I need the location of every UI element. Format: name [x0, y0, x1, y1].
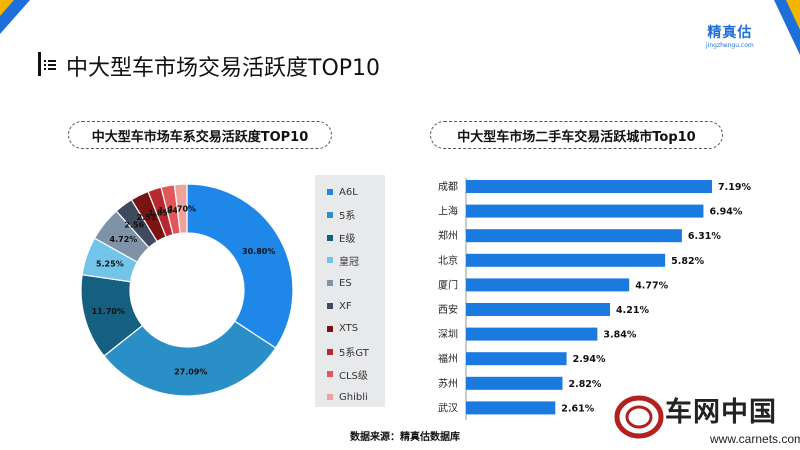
donut-label-7: 1.85% [148, 208, 176, 217]
bar-value-label-9: 2.61% [561, 403, 594, 414]
list-icon [38, 52, 58, 76]
donut-slice-0 [186, 183, 294, 349]
brand-logo: 精真估 jingzhengu.com [706, 22, 754, 49]
bar-9 [466, 401, 556, 415]
donut-chart-title: 中大型车市场车系交易活跃度TOP10 [68, 121, 332, 149]
bar-value-label-4: 4.77% [635, 280, 668, 291]
bar-7 [466, 352, 567, 366]
donut-label-8: 1.84% [158, 206, 186, 215]
legend-label-2: E级 [339, 234, 356, 246]
bar-value-label-3: 5.82% [671, 256, 704, 267]
donut-label-2: 11.70% [92, 307, 125, 316]
legend-swatch-6 [327, 325, 333, 332]
legend-swatch-9 [327, 394, 333, 401]
bar-2 [466, 229, 682, 243]
brand-subtitle: jingzhengu.com [706, 42, 754, 49]
donut-label-9: 1.70% [168, 205, 196, 214]
donut-label-6: 2.51% [137, 213, 165, 222]
bar-category-4: 厦门 [438, 278, 458, 291]
bar-value-label-5: 4.21% [616, 305, 649, 316]
brand-name: 精真估 [707, 25, 753, 41]
bar-category-5: 西安 [438, 303, 458, 316]
legend-item-0: A6L [327, 185, 358, 199]
legend-item-7: 5系GT [327, 345, 369, 359]
bar-value-label-7: 2.94% [573, 354, 606, 365]
legend-item-9: Ghibli [327, 390, 368, 404]
bar-category-0: 成都 [438, 181, 458, 193]
watermark-url: www.carnets.com [710, 432, 800, 446]
legend-swatch-8 [327, 371, 333, 378]
legend-swatch-3 [327, 257, 333, 264]
donut-label-0: 30.80% [242, 247, 275, 256]
legend-swatch-4 [327, 280, 333, 287]
bar-chart-title: 中大型车市场二手车交易活跃城市Top10 [430, 121, 723, 149]
bar-category-8: 苏州 [438, 377, 458, 390]
legend-item-8: CLS级 [327, 367, 368, 382]
donut-label-5: 2.56% [124, 221, 152, 230]
donut-legend: A6L 5系 E级皇冠 ES XF XTS 5系GT CLS级 Ghibli [315, 175, 385, 407]
legend-swatch-0 [327, 189, 333, 195]
bar-1 [466, 204, 704, 218]
legend-swatch-7 [327, 348, 333, 355]
bar-category-7: 福州 [438, 352, 458, 365]
bar-4 [466, 278, 630, 292]
legend-label-9: Ghibli [339, 391, 368, 403]
legend-item-3: 皇冠 [327, 253, 359, 268]
legend-swatch-1 [327, 211, 333, 218]
legend-label-3: 皇冠 [339, 256, 359, 268]
watermark-logo-icon [614, 395, 664, 439]
bar-category-6: 深圳 [438, 329, 458, 341]
legend-label-6: XTS [339, 323, 359, 335]
legend-item-2: E级 [327, 231, 355, 245]
bar-6 [466, 327, 598, 341]
donut-label-1: 27.09% [174, 367, 207, 376]
bar-category-2: 郑州 [438, 229, 458, 242]
legend-item-4: ES [327, 276, 352, 290]
bar-value-label-1: 6.94% [709, 207, 742, 218]
legend-label-1: 5系 [339, 211, 356, 223]
legend-label-4: ES [339, 277, 352, 289]
legend-swatch-2 [327, 234, 333, 241]
legend-item-1: 5系 [327, 208, 355, 222]
bar-value-label-0: 7.19% [718, 182, 751, 193]
legend-item-6: XTS [327, 322, 358, 336]
legend-label-7: 5系GT [339, 348, 369, 360]
legend-label-0: A6L [339, 186, 358, 198]
bar-value-label-2: 6.31% [688, 231, 721, 242]
donut-slice-1 [103, 320, 277, 397]
bar-value-label-6: 3.84% [603, 330, 636, 341]
bar-category-1: 上海 [438, 205, 458, 218]
bar-5 [466, 303, 611, 316]
corner-decoration-yellow-right [786, 0, 800, 30]
donut-label-3: 5.25% [96, 260, 124, 269]
bar-3 [466, 253, 666, 267]
bar-category-9: 武汉 [438, 401, 458, 414]
watermark-name: 车网中国 [665, 397, 777, 428]
legend-label-8: CLS级 [339, 370, 368, 382]
bar-category-3: 北京 [438, 254, 458, 267]
bar-value-label-8: 2.82% [568, 379, 601, 390]
legend-swatch-5 [327, 303, 333, 309]
legend-label-5: XF [339, 300, 352, 312]
bar-0 [466, 180, 712, 193]
donut-label-4: 4.72% [110, 235, 138, 244]
page-title: 中大型车市场交易活跃度TOP10 [66, 56, 381, 81]
donut-slice-9 [173, 183, 188, 235]
corner-decoration-yellow [0, 0, 14, 16]
data-source-note: 数据来源：精真估数据库 [350, 432, 460, 443]
legend-item-5: XF [327, 299, 352, 313]
bar-8 [466, 376, 563, 390]
carnets-watermark: 车网中国 www.carnets.com [612, 388, 800, 450]
